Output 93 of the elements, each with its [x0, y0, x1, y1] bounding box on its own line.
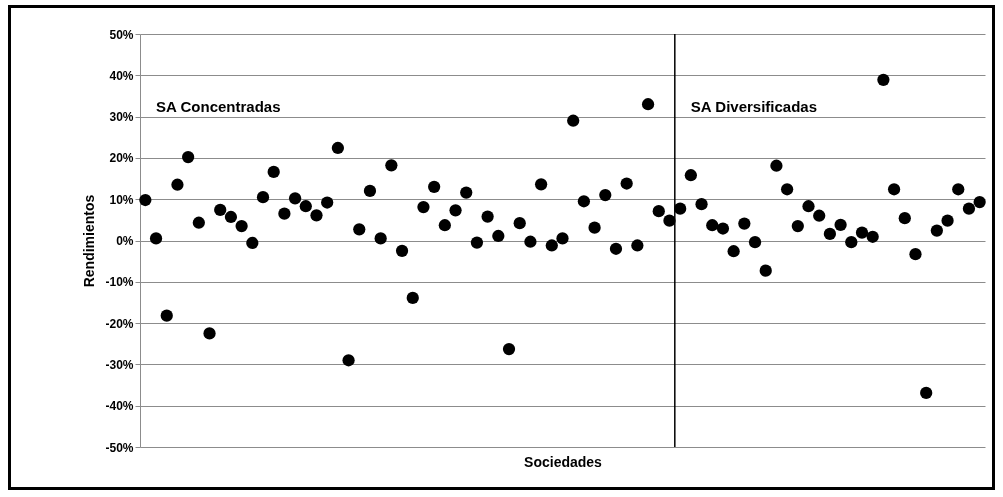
point — [235, 219, 248, 233]
point — [256, 191, 270, 204]
point — [813, 209, 826, 222]
x-axis-title: Sociedades — [524, 453, 603, 470]
point — [706, 219, 719, 232]
point — [556, 232, 569, 245]
point — [909, 248, 922, 261]
y-tick-label: 20% — [109, 151, 134, 166]
point — [214, 203, 227, 217]
point — [716, 222, 730, 235]
point — [299, 200, 312, 213]
point — [310, 209, 323, 222]
y-tick-label: -40% — [105, 399, 134, 414]
point — [898, 212, 911, 225]
point — [534, 178, 548, 191]
point — [866, 230, 879, 243]
y-tick-label: 40% — [109, 68, 134, 83]
annotation: SA Diversificadas — [690, 98, 818, 115]
point — [620, 177, 633, 190]
y-tick-label: 30% — [109, 110, 134, 125]
point — [962, 202, 976, 215]
point — [385, 159, 398, 172]
point — [513, 217, 526, 230]
point — [845, 236, 858, 249]
point — [481, 210, 494, 223]
point — [288, 192, 302, 205]
point — [331, 141, 344, 155]
point — [941, 214, 954, 227]
point — [663, 214, 676, 227]
point — [267, 165, 280, 179]
point — [641, 98, 655, 111]
point — [470, 236, 484, 249]
point — [417, 200, 430, 214]
point — [203, 327, 216, 340]
point — [887, 183, 901, 196]
point — [149, 232, 163, 245]
y-tick-label: -50% — [105, 440, 134, 455]
point — [952, 183, 965, 196]
point — [321, 196, 334, 209]
point — [823, 227, 837, 240]
point — [342, 354, 355, 367]
y-tick-label: -10% — [105, 275, 134, 290]
point — [192, 216, 205, 229]
annotation: SA Concentradas — [156, 98, 281, 115]
point — [781, 183, 794, 196]
point — [363, 184, 377, 198]
point — [567, 114, 580, 127]
y-tick-label: -30% — [105, 357, 134, 372]
point — [738, 217, 751, 230]
y-tick-label: 10% — [109, 192, 134, 207]
point — [727, 245, 740, 258]
point — [353, 223, 366, 236]
point — [588, 221, 601, 234]
y-tick-label: 50% — [109, 27, 134, 42]
point — [973, 195, 986, 209]
point — [224, 210, 238, 224]
point — [695, 198, 708, 211]
point — [748, 236, 762, 249]
point — [759, 264, 772, 277]
point — [802, 200, 815, 213]
point — [406, 291, 419, 305]
point — [139, 193, 152, 207]
point — [246, 236, 259, 250]
point — [428, 180, 441, 193]
point — [599, 188, 612, 202]
y-tick-label: 0% — [116, 234, 134, 248]
point — [502, 343, 516, 356]
point — [577, 195, 591, 208]
point — [171, 178, 184, 191]
point — [631, 239, 644, 252]
point — [524, 235, 537, 248]
point — [460, 186, 473, 199]
point — [492, 229, 505, 243]
y-tick-label: -20% — [105, 316, 134, 331]
point — [374, 232, 387, 245]
point — [438, 219, 451, 232]
point — [834, 218, 847, 231]
point — [278, 207, 291, 220]
point — [160, 309, 173, 322]
point — [684, 169, 697, 182]
point — [395, 244, 409, 257]
point — [791, 219, 804, 233]
point — [877, 73, 890, 86]
point — [182, 150, 195, 164]
point — [930, 224, 943, 237]
point — [609, 242, 623, 255]
point — [920, 386, 933, 400]
point — [545, 239, 558, 252]
point — [855, 226, 869, 239]
point — [449, 204, 462, 217]
point — [770, 159, 783, 172]
y-axis-title: Rendimientos — [81, 194, 98, 288]
point — [652, 205, 665, 218]
